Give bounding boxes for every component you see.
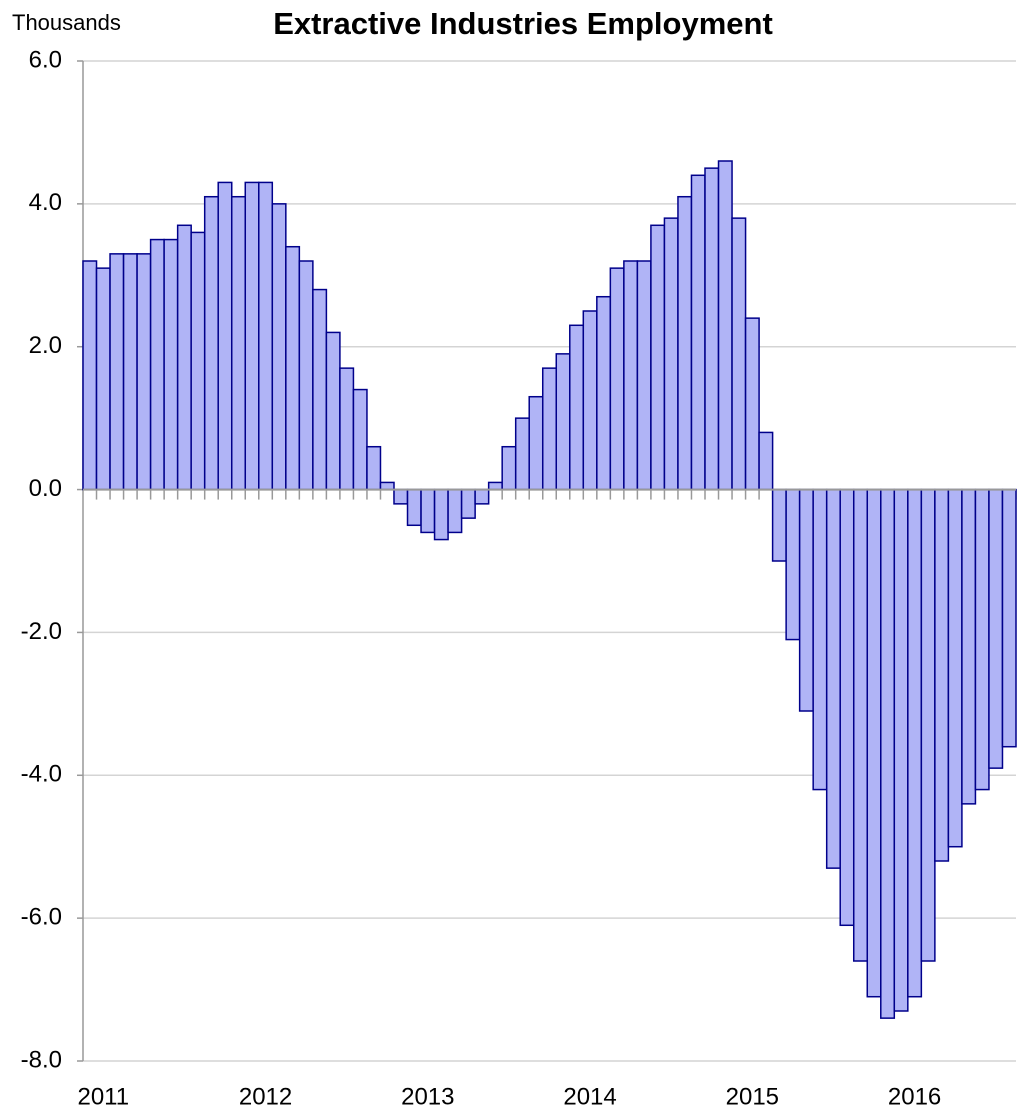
bar	[420, 488, 436, 534]
bar	[704, 167, 720, 491]
bar	[839, 488, 855, 927]
chart-title: Extractive Industries Employment	[273, 6, 773, 41]
bar	[690, 174, 706, 491]
bar	[798, 488, 814, 712]
bar	[555, 353, 571, 491]
bar	[217, 181, 233, 491]
bar	[325, 331, 341, 491]
x-tick-label: 2014	[563, 1083, 616, 1110]
bar	[406, 488, 422, 527]
bar	[487, 481, 503, 491]
bar	[352, 388, 368, 491]
bar	[650, 224, 666, 491]
bar	[825, 488, 841, 869]
y-axis-label: Thousands	[12, 10, 121, 35]
bar	[744, 317, 760, 491]
y-tick-label: -6.0	[21, 903, 62, 930]
bar	[623, 260, 639, 491]
bar	[95, 267, 111, 491]
bar	[339, 367, 355, 491]
bar	[366, 445, 382, 491]
bar	[582, 310, 598, 491]
y-tick-label: 6.0	[29, 46, 62, 73]
bar	[433, 488, 449, 541]
bar	[244, 181, 260, 491]
bar	[961, 488, 977, 805]
bar	[1001, 488, 1017, 748]
y-tick-label: -2.0	[21, 618, 62, 645]
bar	[163, 238, 179, 491]
y-tick-label: -4.0	[21, 761, 62, 788]
bar	[974, 488, 990, 791]
bar	[122, 253, 138, 491]
bar	[880, 488, 896, 1019]
bar	[176, 224, 192, 491]
bar	[852, 488, 869, 962]
bar	[230, 195, 247, 491]
bar	[569, 324, 585, 491]
bar	[501, 445, 517, 491]
bar	[312, 288, 328, 491]
bar	[379, 481, 395, 491]
bar	[596, 295, 612, 491]
bar	[636, 260, 652, 491]
bar	[447, 488, 463, 534]
y-tick-label: 2.0	[29, 332, 62, 359]
bar	[893, 488, 909, 1012]
bar	[717, 160, 733, 491]
bar	[393, 488, 409, 505]
bar	[258, 181, 274, 491]
bar	[758, 431, 774, 491]
x-tick-label: 2012	[239, 1083, 292, 1110]
bar	[271, 203, 287, 491]
bar	[136, 253, 152, 491]
x-tick-label: 2011	[77, 1083, 129, 1110]
y-tick-label: -8.0	[21, 1046, 62, 1073]
bar	[149, 238, 165, 491]
bar	[460, 488, 476, 519]
bar	[907, 488, 923, 998]
bar	[988, 488, 1004, 769]
bar	[609, 267, 625, 491]
bar	[920, 488, 936, 962]
y-tick-label: 0.0	[29, 475, 62, 502]
bar	[474, 488, 490, 505]
bar	[203, 195, 219, 491]
bar	[298, 260, 314, 491]
y-tick-label: 4.0	[29, 189, 62, 216]
bar	[731, 217, 747, 491]
bar	[528, 395, 544, 491]
x-tick-label: 2015	[726, 1083, 779, 1110]
bar	[285, 245, 301, 491]
bar	[109, 253, 125, 491]
bar	[947, 488, 963, 848]
bar	[663, 217, 679, 491]
bar	[771, 488, 787, 562]
bar	[812, 488, 828, 791]
bar	[514, 417, 530, 491]
bar	[934, 488, 950, 862]
bar	[82, 260, 98, 491]
bar	[866, 488, 882, 998]
x-tick-label: 2013	[401, 1083, 454, 1110]
bar	[677, 195, 693, 491]
x-tick-label: 2016	[888, 1083, 941, 1110]
bar	[190, 231, 206, 491]
bar	[785, 488, 801, 641]
bar	[541, 367, 558, 491]
